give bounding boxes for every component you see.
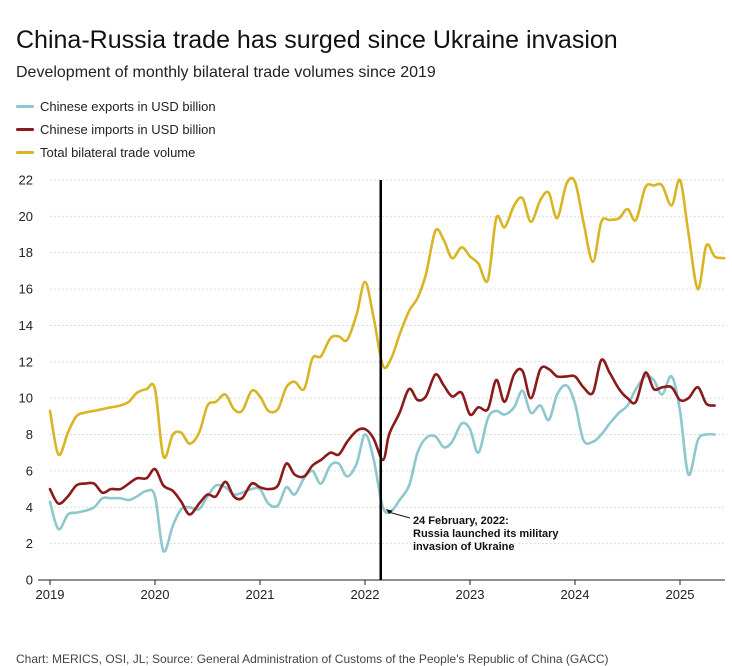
legend-label-total: Total bilateral trade volume — [40, 145, 196, 160]
x-tick-label: 2024 — [561, 587, 590, 602]
annotation-text-line: 24 February, 2022: — [413, 515, 509, 527]
legend-item-exports: Chinese exports in USD billion — [16, 95, 216, 118]
chart-subtitle: Development of monthly bilateral trade v… — [16, 64, 436, 81]
legend-swatch-total — [16, 151, 34, 154]
y-tick-label: 2 — [26, 536, 33, 551]
series-line-exports — [48, 374, 716, 553]
x-tick-label: 2023 — [456, 587, 485, 602]
y-tick-label: 22 — [19, 173, 33, 188]
legend-swatch-imports — [16, 128, 34, 131]
marker-layer: 24 February, 2022:Russia launched its mi… — [379, 180, 559, 580]
series-line-total — [48, 176, 726, 460]
x-tick-label: 2019 — [36, 587, 65, 602]
grid-layer — [50, 179, 725, 545]
legend-swatch-exports — [16, 105, 34, 108]
y-tick-label: 18 — [19, 245, 33, 260]
y-tick-label: 16 — [19, 282, 33, 297]
annotation-arrow-line — [388, 511, 411, 519]
annotation-arrow-head — [385, 509, 393, 515]
annotation-text-line: invasion of Ukraine — [413, 541, 514, 553]
x-tick-label: 2022 — [351, 587, 380, 602]
y-tick-label: 8 — [26, 427, 33, 442]
series-layer — [48, 176, 726, 553]
legend: Chinese exports in USD billion Chinese i… — [16, 95, 216, 164]
legend-label-exports: Chinese exports in USD billion — [40, 99, 216, 114]
legend-item-total: Total bilateral trade volume — [16, 141, 216, 164]
x-tick-label: 2020 — [141, 587, 170, 602]
y-tick-label: 14 — [19, 318, 33, 333]
x-tick-label: 2025 — [666, 587, 695, 602]
annotation-text-line: Russia launched its military — [413, 528, 559, 540]
y-tick-label: 6 — [26, 463, 33, 478]
legend-item-imports: Chinese imports in USD billion — [16, 118, 216, 141]
chart-source-note: Chart: MERICS, OSI, JL; Source: General … — [16, 652, 609, 666]
y-tick-label: 12 — [19, 354, 33, 369]
y-tick-label: 10 — [19, 391, 33, 406]
chart-title: China-Russia trade has surged since Ukra… — [16, 26, 618, 54]
x-tick-label: 2021 — [246, 587, 275, 602]
legend-label-imports: Chinese imports in USD billion — [40, 122, 216, 137]
series-line-imports — [48, 358, 716, 516]
y-tick-label: 20 — [19, 209, 33, 224]
y-tick-label: 4 — [26, 500, 33, 515]
y-tick-label: 0 — [26, 573, 33, 588]
